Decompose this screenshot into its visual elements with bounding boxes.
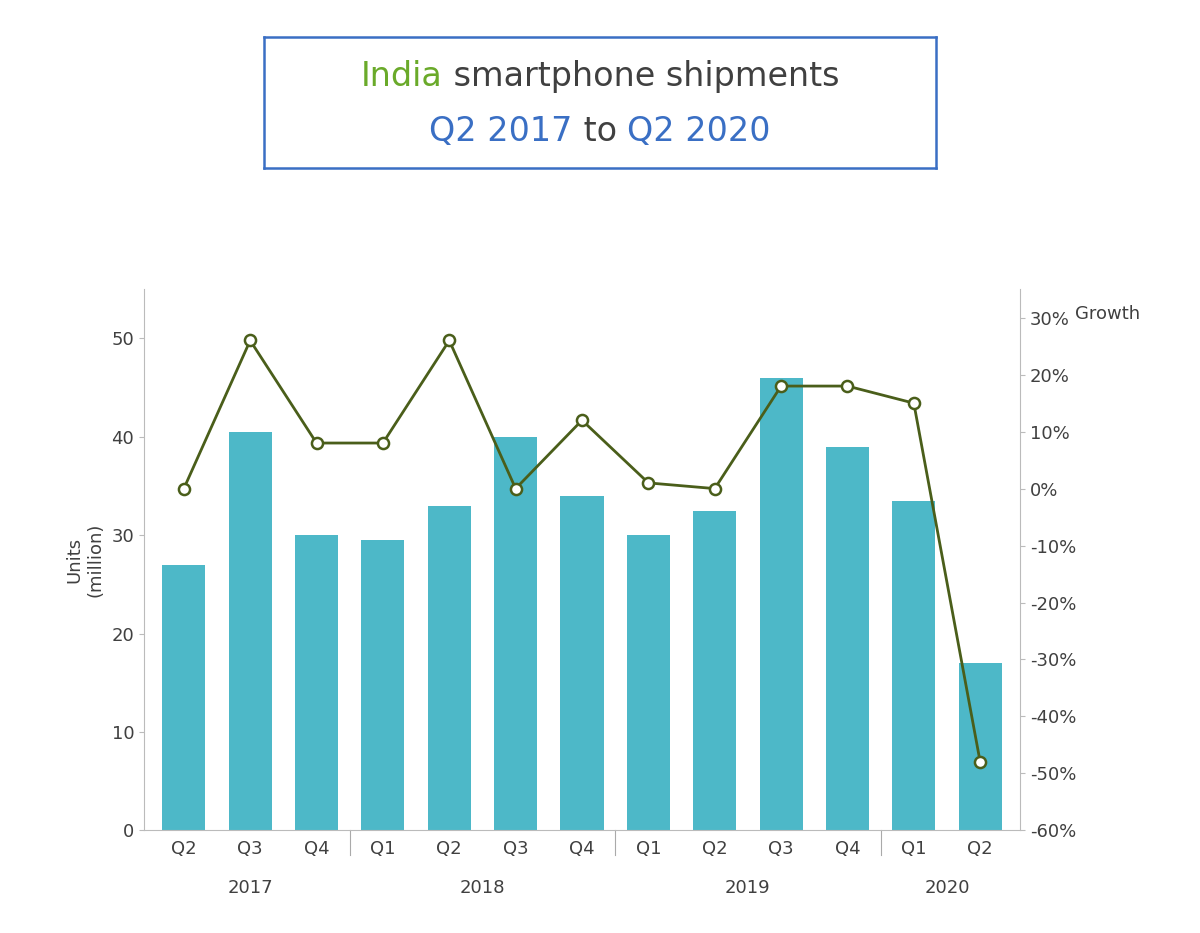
Text: smartphone shipments: smartphone shipments: [443, 60, 839, 93]
Y-axis label: Units
(million): Units (million): [66, 522, 104, 597]
Bar: [229, 432, 271, 830]
Bar: [162, 564, 205, 830]
Bar: [959, 663, 1002, 830]
Bar: [361, 540, 404, 830]
Text: India: India: [361, 60, 443, 93]
Text: Q2 2017: Q2 2017: [430, 115, 572, 147]
Text: 2018: 2018: [460, 879, 505, 897]
Y-axis label: Growth: Growth: [1075, 305, 1140, 324]
Bar: [427, 506, 470, 830]
Bar: [760, 378, 803, 830]
Text: Q2 2020: Q2 2020: [628, 115, 770, 147]
Bar: [893, 501, 935, 830]
Bar: [826, 447, 869, 830]
Bar: [295, 536, 338, 830]
Bar: [560, 495, 604, 830]
Bar: [626, 536, 670, 830]
Bar: [694, 510, 737, 830]
Text: 2017: 2017: [227, 879, 272, 897]
Bar: [494, 437, 538, 830]
Text: 2020: 2020: [924, 879, 970, 897]
Legend: Smartphone shipments, Year-on-year grwoth: Smartphone shipments, Year-on-year grwot…: [266, 109, 533, 171]
Text: to: to: [572, 115, 628, 147]
Text: 2019: 2019: [725, 879, 770, 897]
